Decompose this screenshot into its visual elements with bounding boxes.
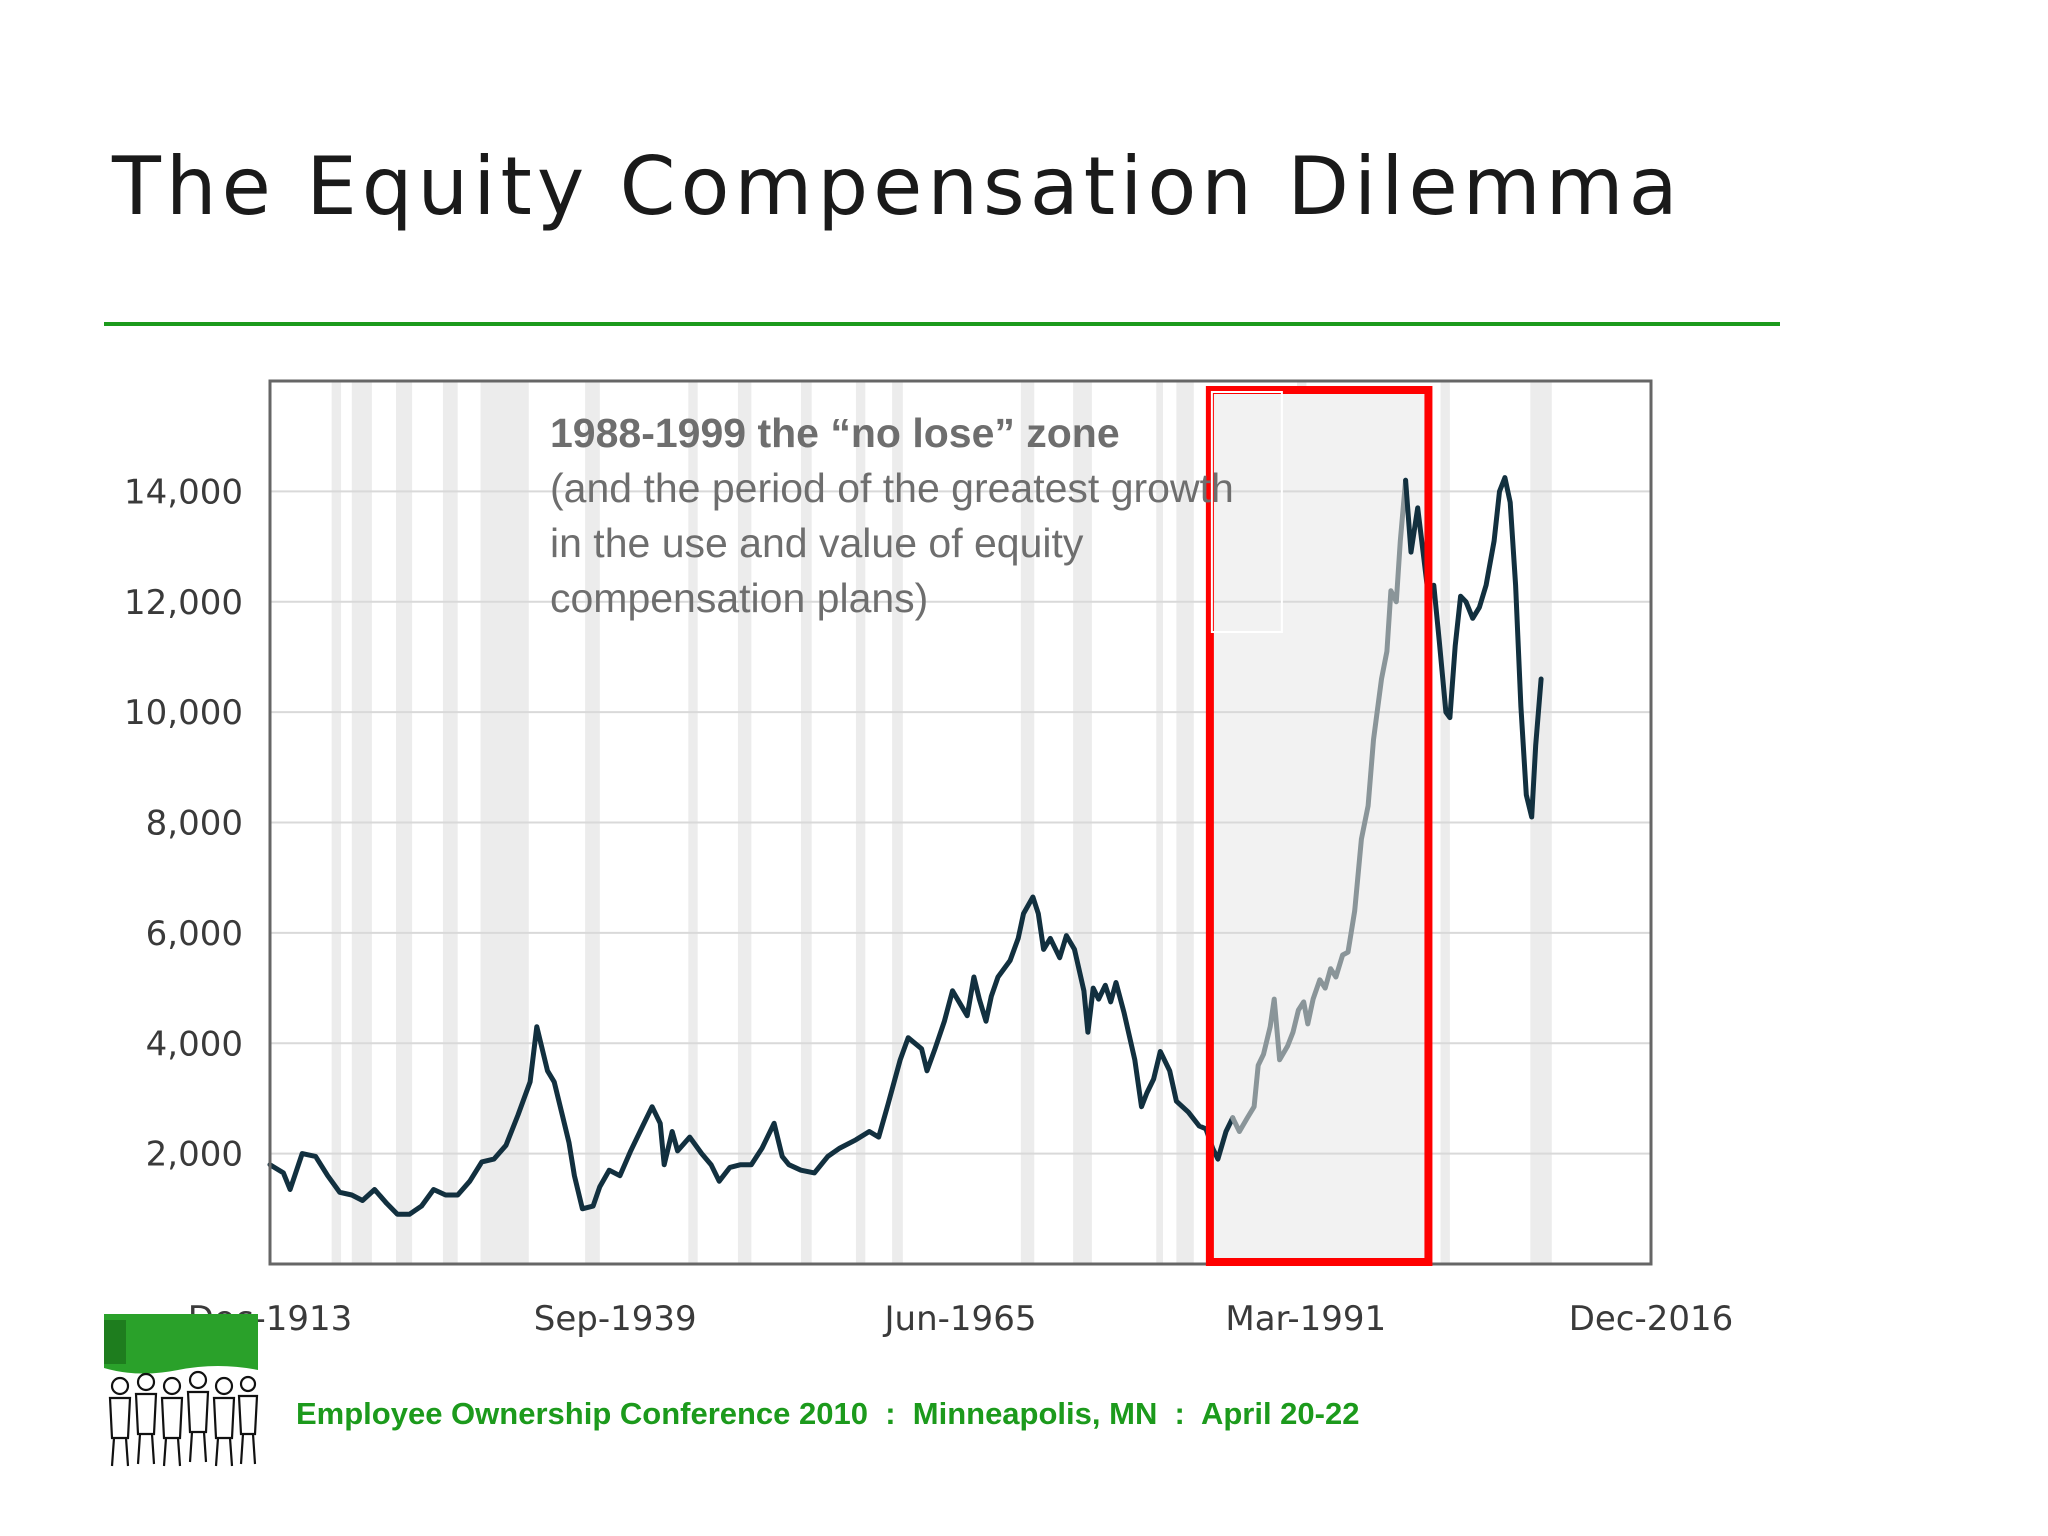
y-tick-label: 8,000 — [146, 804, 243, 844]
x-tick-label: Sep-1939 — [534, 1299, 697, 1339]
y-tick-label: 14,000 — [124, 472, 243, 512]
employee-ownership-logo-icon — [104, 1314, 259, 1467]
y-tick-label: 6,000 — [146, 914, 243, 954]
annotation-body: (and the period of the greatest growth i… — [550, 465, 1234, 621]
no-lose-zone-annotation: 1988-1999 the “no lose” zone (and the pe… — [550, 406, 1250, 626]
inner-marker-box — [1210, 391, 1283, 633]
conference-footer: Employee Ownership Conference 2010 : Min… — [296, 1396, 1360, 1431]
x-tick-label: Jun-1965 — [883, 1299, 1037, 1339]
dow-chart: 2,000 4,000 6,000 8,000 10,000 12,000 14,000 De… — [124, 379, 1734, 1339]
series-line — [267, 894, 1236, 1217]
y-tick-label: 10,000 — [124, 693, 243, 733]
y-tick-label: 4,000 — [146, 1024, 243, 1064]
slide-title: The Equity Compensation Dilemma — [112, 140, 1683, 233]
title-divider — [104, 322, 1780, 326]
highlight-zone-box — [1205, 386, 1433, 1266]
series-line — [1230, 477, 1409, 1134]
annotation-heading: 1988-1999 the “no lose” zone — [550, 410, 1120, 456]
x-tick-label: Mar-1991 — [1225, 1299, 1386, 1339]
y-tick-label: 12,000 — [124, 583, 243, 623]
plot-frame — [268, 379, 1653, 1266]
y-tick-label: 2,000 — [146, 1135, 243, 1175]
x-tick-label: Dec-2016 — [1569, 1299, 1734, 1339]
